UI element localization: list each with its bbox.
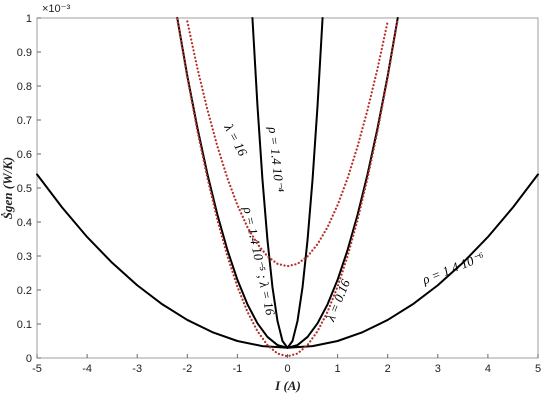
series-annotation: ρ = 1.4 10⁻⁴ (265, 125, 287, 193)
series-annotation: λ = 0.16 (322, 277, 353, 324)
x-tick-label: -1 (233, 363, 243, 375)
y-tick-label: 0.1 (17, 319, 32, 331)
x-tick-label: 4 (485, 363, 491, 375)
series-line (176, 17, 399, 349)
series-annotation: ρ = 1.4 10⁻⁶ (419, 248, 487, 287)
x-tick-label: 3 (435, 363, 441, 375)
y-multiplier: ×10⁻³ (42, 3, 70, 15)
y-tick-label: 0.7 (17, 115, 32, 127)
x-tick-label: -4 (82, 363, 92, 375)
y-tick-label: 0.2 (17, 285, 32, 297)
y-tick-label: 0.8 (17, 81, 32, 93)
y-axis-label: Ṡgen (W/K) (0, 157, 15, 219)
x-tick-label: 1 (335, 363, 341, 375)
series-line (251, 17, 324, 349)
y-tick-label: 0.3 (17, 251, 32, 263)
y-tick-label: 0.6 (17, 149, 32, 161)
x-tick-label: -3 (132, 363, 142, 375)
y-tick-label: 0.4 (17, 217, 32, 229)
y-tick-label: 0.5 (17, 183, 32, 195)
y-tick-label: 0 (26, 353, 32, 365)
x-tick-label: 2 (385, 363, 391, 375)
x-tick-label: -2 (182, 363, 192, 375)
x-tick-label: -5 (32, 363, 42, 375)
x-tick-label: 0 (284, 363, 290, 375)
series-annotation: λ = 16 (221, 121, 251, 159)
x-tick-label: 5 (535, 363, 541, 375)
y-tick-label: 0.9 (17, 47, 32, 59)
x-axis-label: I (A) (274, 378, 301, 393)
y-tick-label: 1 (26, 13, 32, 25)
series-line (186, 20, 389, 268)
